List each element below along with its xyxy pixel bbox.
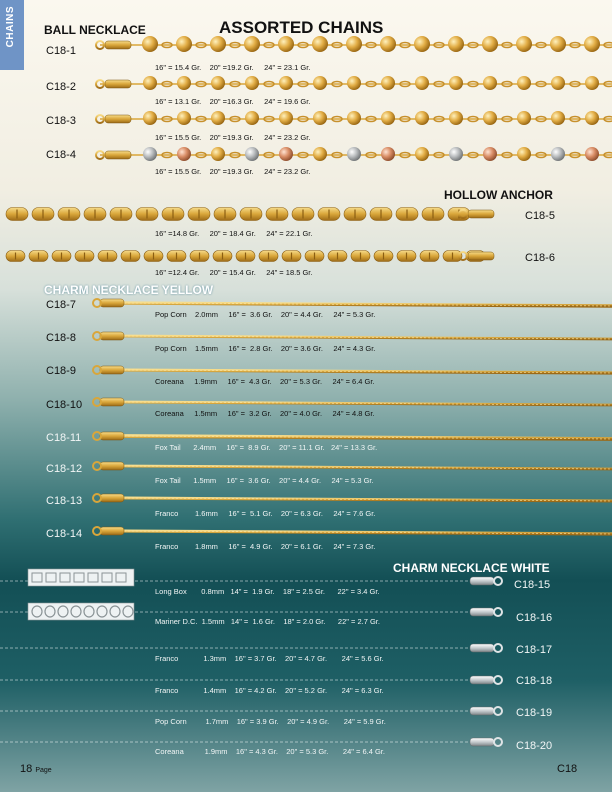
item-code: C18-16 — [516, 612, 553, 624]
page-word: Page — [35, 767, 52, 774]
item-spec: 16" = 15.5 Gr. 20" =19.3 Gr. 24" = 23.2 … — [155, 133, 311, 142]
item-code: C18-17 — [516, 644, 553, 656]
item-spec: 16" = 15.5 Gr. 20" =19.3 Gr. 24" = 23.2 … — [155, 167, 311, 176]
item-spec: Coreana 1.9mm 16" = 4.3 Gr. 20" = 5.3 Gr… — [155, 747, 385, 756]
item-spec: Franco 1.4mm 16" = 4.2 Gr. 20" = 5.2 Gr.… — [155, 686, 384, 695]
page-code: C18 — [557, 763, 578, 775]
item-code: C18-19 — [516, 707, 553, 719]
section-charm-white: CHARM NECKLACE WHITE — [393, 561, 550, 575]
item-spec: 16" = 13.1 Gr. 20" =16.3 Gr. 24" = 19.6 … — [155, 97, 311, 106]
item-spec: Franco 1.8mm 16" = 4.9 Gr. 20" = 6.1 Gr.… — [155, 542, 376, 551]
item-code: C18-11 — [46, 432, 82, 444]
item-code: C18-8 — [46, 332, 76, 344]
item-code: C18-9 — [46, 365, 76, 377]
item-code: C18-1 — [46, 45, 76, 57]
item-spec: 16" =12.4 Gr. 20" = 15.4 Gr. 24" = 18.5 … — [155, 268, 313, 277]
item-code: C18-20 — [516, 740, 553, 752]
item-code: C18-6 — [525, 252, 555, 264]
item-code: C18-14 — [46, 528, 83, 540]
item-spec: Mariner D.C. 1.5mm 14" = 1.6 Gr. 18" = 2… — [155, 617, 380, 626]
item-code: C18-3 — [46, 115, 76, 127]
item-spec: Coreana 1.9mm 16" = 4.3 Gr. 20" = 5.3 Gr… — [155, 377, 375, 386]
item-code: C18-10 — [46, 399, 83, 411]
page-title: ASSORTED CHAINS — [219, 18, 384, 37]
item-code: C18-15 — [514, 579, 551, 591]
section-ball-necklace: BALL NECKLACE — [44, 23, 146, 37]
item-spec: Franco 1.3mm 16" = 3.7 Gr. 20" = 4.7 Gr.… — [155, 654, 384, 663]
item-code: C18-4 — [46, 149, 76, 161]
item-code: C18-5 — [525, 210, 555, 222]
item-spec: Franco 1.6mm 16" = 5.1 Gr. 20" = 6.3 Gr.… — [155, 509, 376, 518]
item-spec: Fox Tail 1.5mm 16" = 3.6 Gr. 20" = 4.4 G… — [155, 476, 374, 485]
page-number: 18 Page — [20, 763, 52, 775]
item-spec: 16" =14.8 Gr. 20" = 18.4 Gr. 24" = 22.1 … — [155, 229, 313, 238]
item-code: C18-2 — [46, 81, 76, 93]
item-code: C18-13 — [46, 495, 83, 507]
item-spec: Pop Corn 2.0mm 16" = 3.6 Gr. 20" = 4.4 G… — [155, 310, 376, 319]
side-tab: CHAINS — [0, 0, 24, 70]
section-charm-yellow: CHARM NECKLACE YELLOW — [44, 283, 214, 297]
item-spec: Pop Corn 1.7mm 16" = 3.9 Gr. 20" = 4.9 G… — [155, 717, 386, 726]
section-hollow-anchor: HOLLOW ANCHOR — [444, 188, 553, 202]
item-spec: Pop Corn 1.5mm 16" = 2.8 Gr. 20" = 3.6 G… — [155, 344, 376, 353]
page-number-value: 18 — [20, 763, 33, 775]
item-spec: Long Box 0.8mm 14" = 1.9 Gr. 18" = 2.5 G… — [155, 587, 380, 596]
item-spec: Fox Tail 2.4mm 16" = 8.9 Gr. 20" = 11.1 … — [155, 443, 378, 452]
item-spec: Coreana 1.5mm 16" = 3.2 Gr. 20" = 4.0 Gr… — [155, 409, 375, 418]
item-code: C18-12 — [46, 463, 83, 475]
item-spec: 16" = 15.4 Gr. 20" =19.2 Gr. 24" = 23.1 … — [155, 63, 311, 72]
item-code: C18-18 — [516, 675, 553, 687]
item-code: C18-7 — [46, 299, 76, 311]
